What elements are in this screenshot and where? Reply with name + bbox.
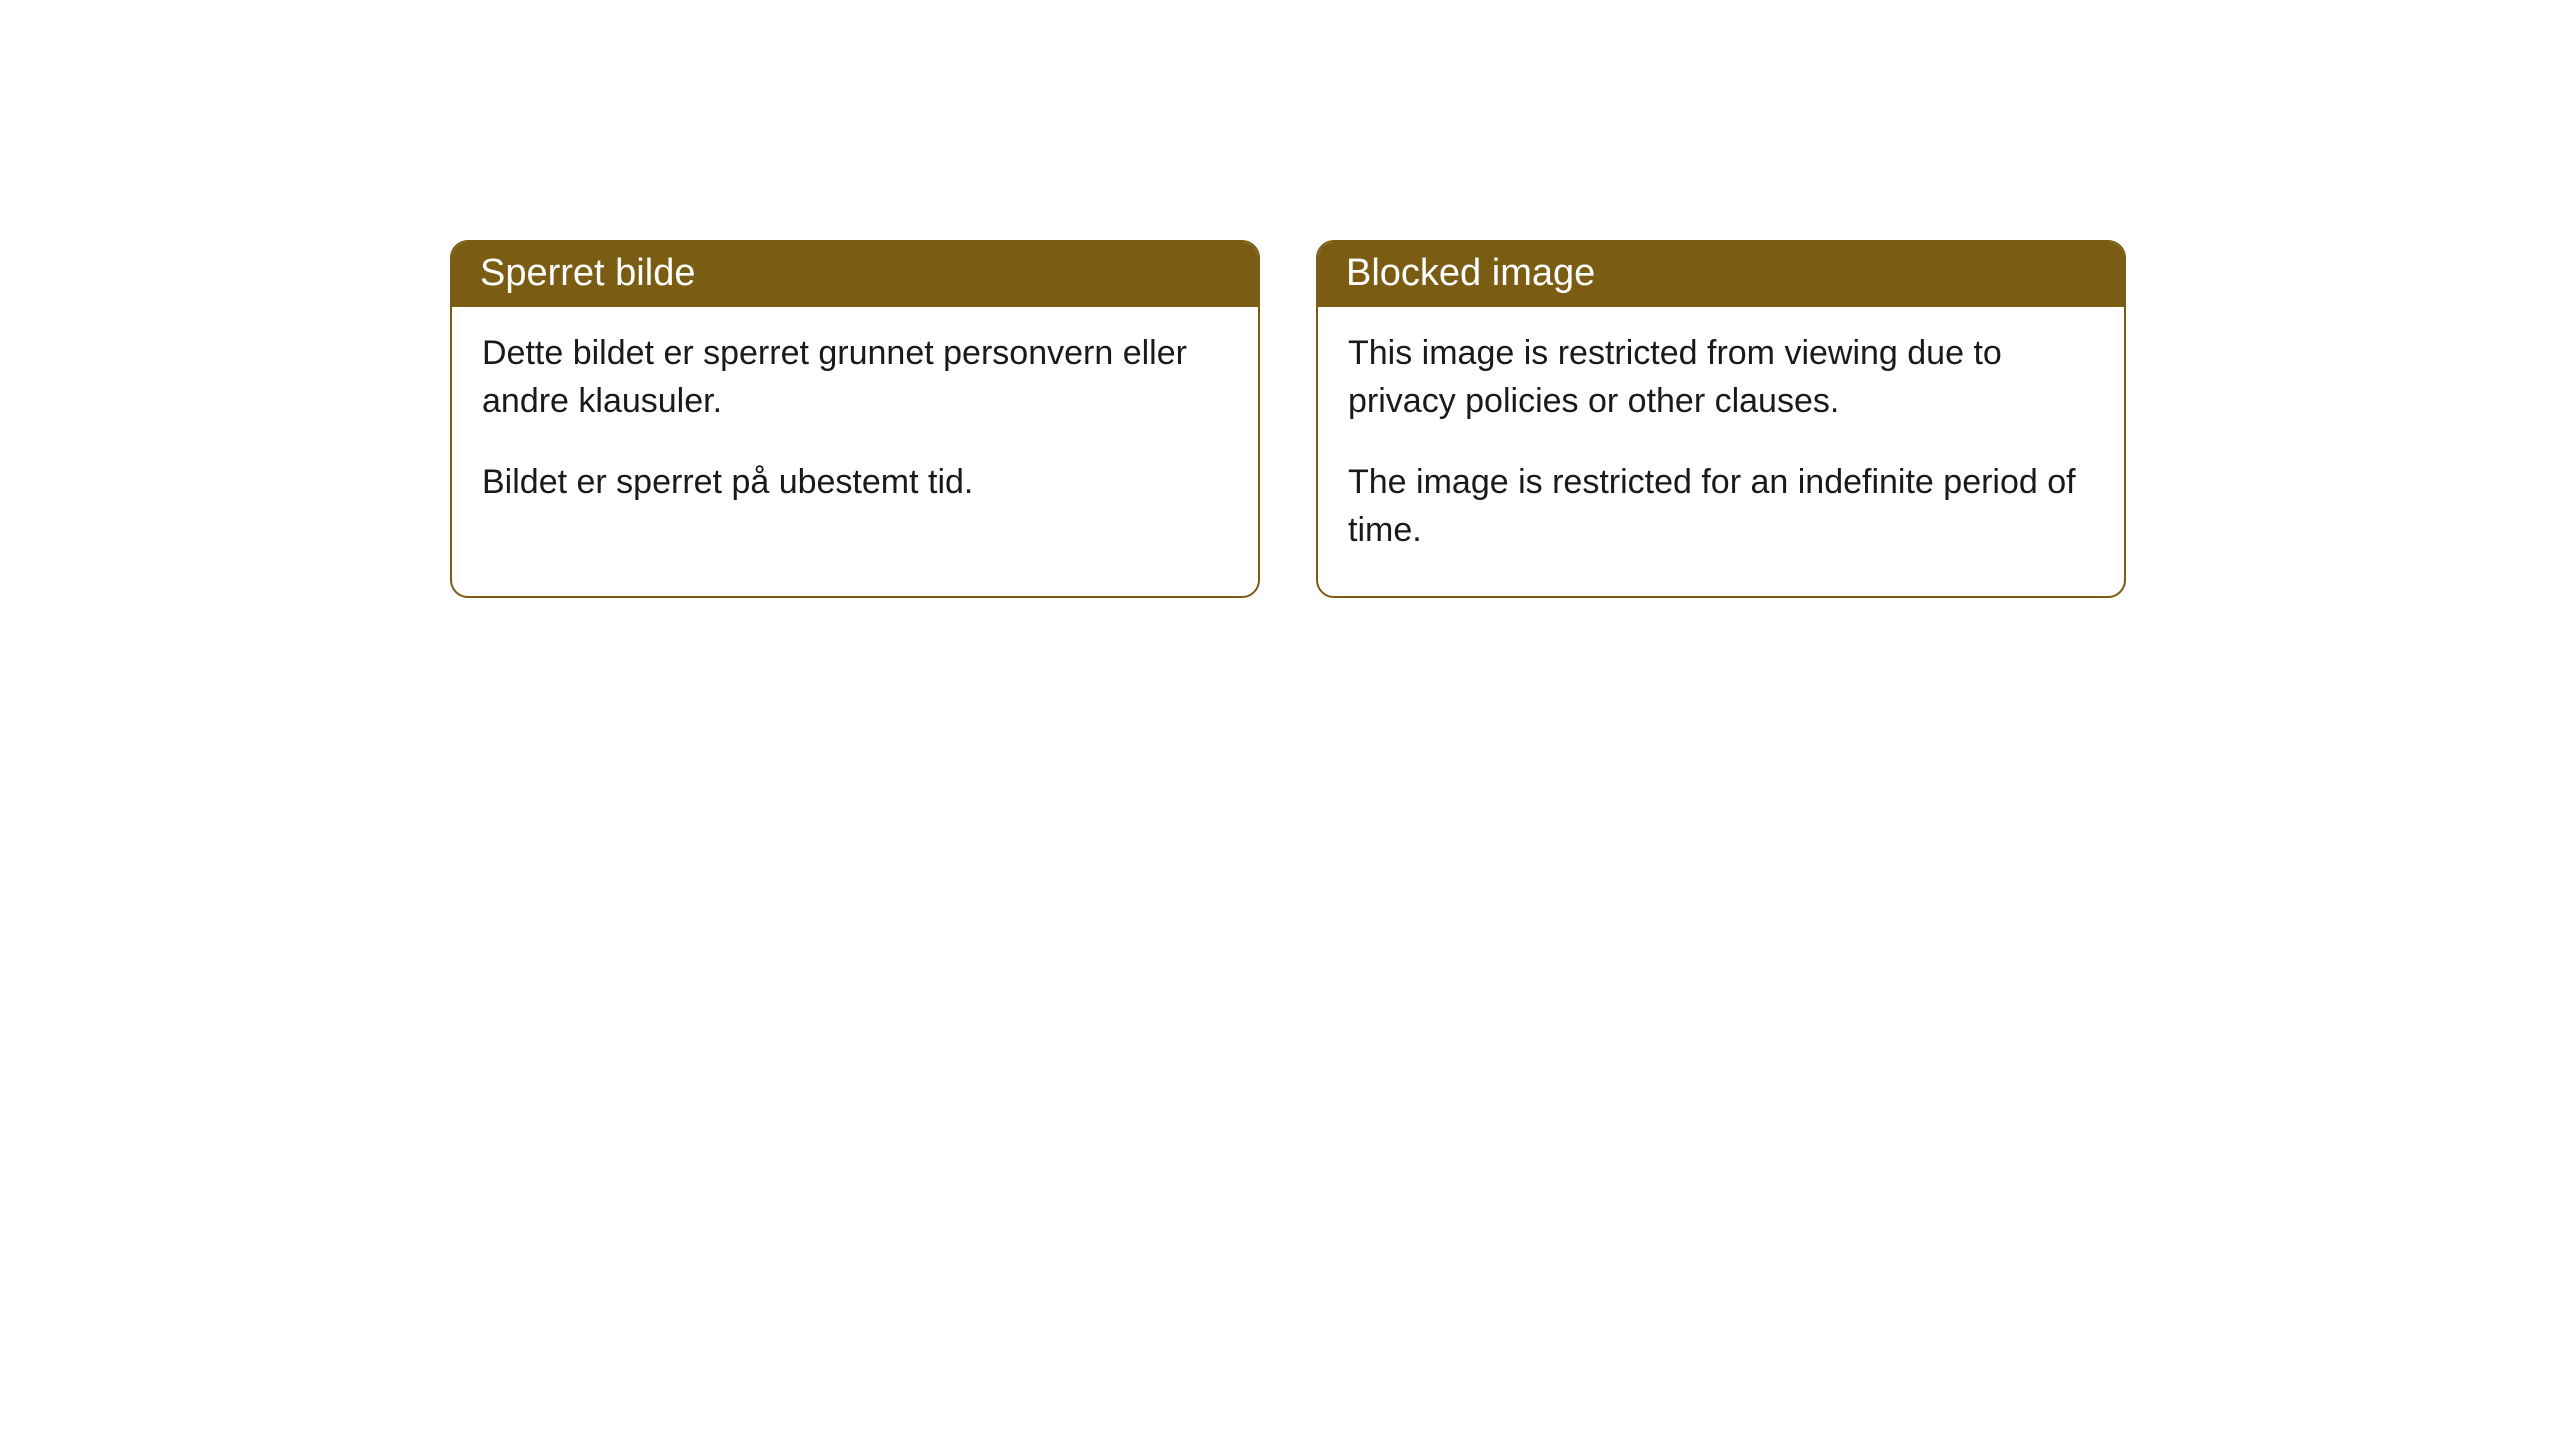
info-cards-container: Sperret bilde Dette bildet er sperret gr… xyxy=(450,240,2126,598)
card-title: Sperret bilde xyxy=(480,252,695,294)
card-body: This image is restricted from viewing du… xyxy=(1318,307,2124,596)
card-paragraph-1: This image is restricted from viewing du… xyxy=(1348,329,2094,426)
card-header: Sperret bilde xyxy=(452,242,1258,307)
card-body: Dette bildet er sperret grunnet personve… xyxy=(452,307,1258,548)
card-paragraph-1: Dette bildet er sperret grunnet personve… xyxy=(482,329,1228,426)
card-paragraph-2: The image is restricted for an indefinit… xyxy=(1348,458,2094,555)
blocked-image-card-english: Blocked image This image is restricted f… xyxy=(1316,240,2126,598)
card-header: Blocked image xyxy=(1318,242,2124,307)
card-paragraph-2: Bildet er sperret på ubestemt tid. xyxy=(482,458,1228,506)
blocked-image-card-norwegian: Sperret bilde Dette bildet er sperret gr… xyxy=(450,240,1260,598)
card-title: Blocked image xyxy=(1346,252,1595,294)
